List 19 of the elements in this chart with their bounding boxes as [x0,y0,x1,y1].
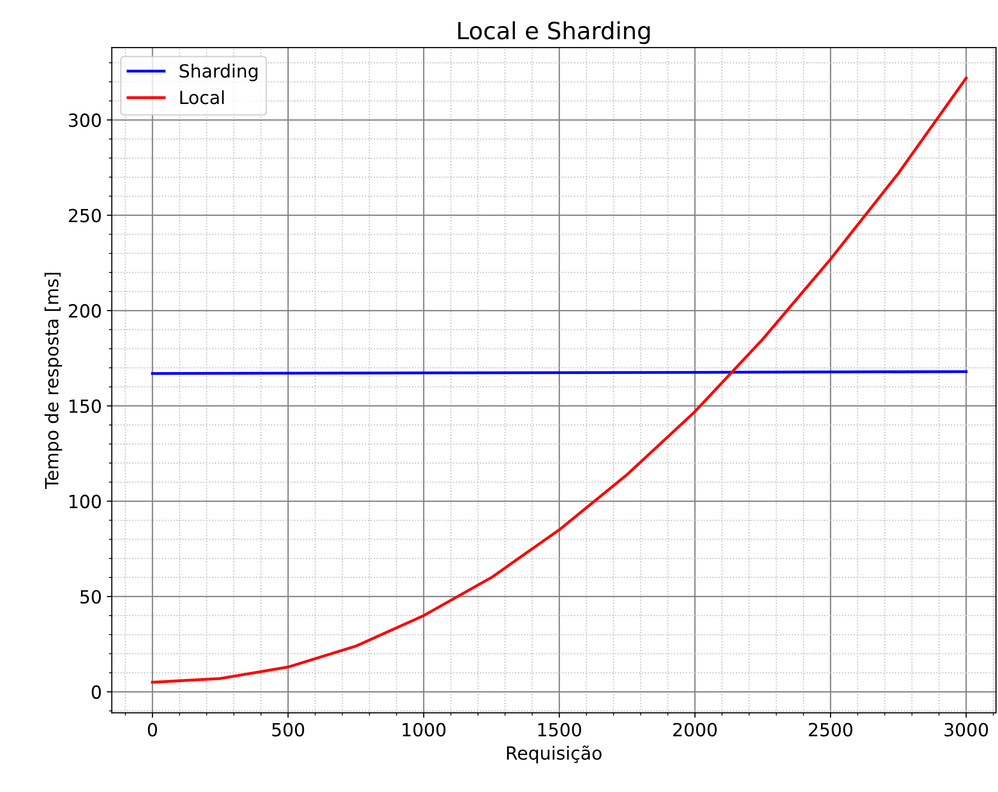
legend-label: Local [180,90,224,104]
x-tick-label: 3000 [944,722,988,736]
x-tick-label: 1000 [402,722,446,736]
y-tick-label: 200 [68,304,101,318]
x-axis-title: Requisição [507,746,602,764]
x-tick-label: 0 [148,722,158,736]
x-tick-label: 2500 [808,722,852,736]
legend-label: Sharding [180,64,258,82]
y-tick-label: 150 [70,399,101,414]
chart-title: Local e Sharding [458,21,650,44]
y-tick-label: 100 [70,494,101,508]
y-tick-label: 250 [68,208,101,222]
x-tick-label: 1500 [538,722,582,736]
y-axis-title: Tempo de resposta [ms] [44,272,62,490]
y-tick-label: 50 [80,590,101,604]
x-tick-label: 2000 [673,722,717,736]
x-tick-label: 500 [272,722,304,736]
y-tick-label: 0 [92,685,101,699]
y-tick-label: 300 [68,113,101,128]
